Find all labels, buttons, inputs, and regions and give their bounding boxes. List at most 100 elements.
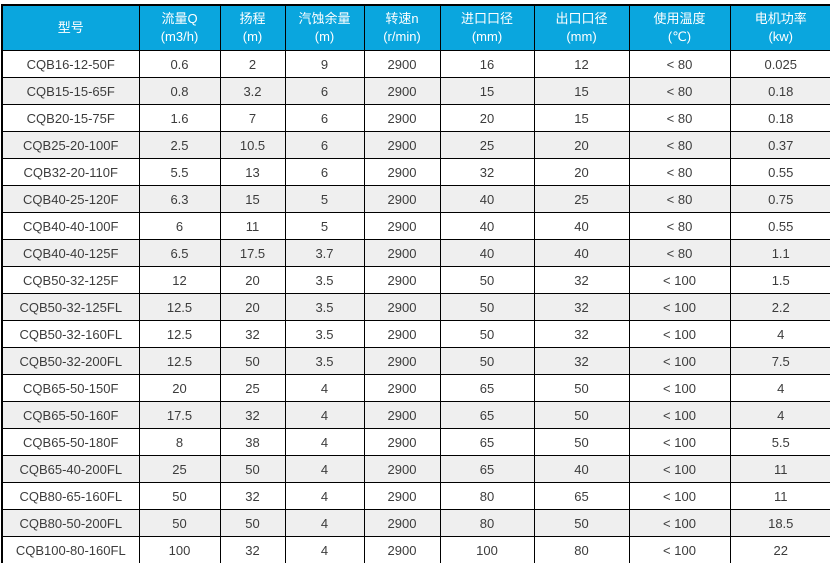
- cell-flow: 50: [138, 482, 221, 510]
- cell-outlet: 32: [533, 347, 630, 375]
- table-row: CQB16-12-50F 0.6 2 9 2900 16 12 < 80 0.025: [1, 50, 830, 78]
- cell-head: 32: [219, 482, 286, 510]
- col-header-npsh: 汽蚀余量 (m): [284, 4, 365, 51]
- cell-head: 20: [219, 293, 286, 321]
- cell-model: CQB25-20-100F: [1, 131, 140, 159]
- cell-outlet: 50: [533, 428, 630, 456]
- cell-head: 11: [219, 212, 286, 240]
- cell-flow: 12.5: [138, 347, 221, 375]
- cell-power: 0.025: [729, 50, 830, 78]
- table-row: CQB65-50-160F 17.5 32 4 2900 65 50 < 100 4: [1, 401, 830, 429]
- cell-flow: 6: [138, 212, 221, 240]
- cell-head: 2: [219, 50, 286, 78]
- cell-speed: 2900: [363, 293, 441, 321]
- cell-npsh: 9: [284, 50, 365, 78]
- cell-flow: 8: [138, 428, 221, 456]
- cell-npsh: 4: [284, 401, 365, 429]
- cell-head: 17.5: [219, 239, 286, 267]
- cell-power: 0.18: [729, 104, 830, 132]
- cell-inlet: 65: [439, 374, 535, 402]
- header-row: 型号 流量Q (m3/h) 扬程 (m) 汽蚀余量 (m) 转速n (r/min) 进口口径 (mm…: [1, 4, 830, 51]
- cell-flow: 6.5: [138, 239, 221, 267]
- col-header-power: 电机功率 (kw): [729, 4, 830, 51]
- cell-flow: 50: [138, 509, 221, 537]
- cell-temp: < 80: [628, 77, 731, 105]
- col-header-speed: 转速n (r/min): [363, 4, 441, 51]
- cell-head: 3.2: [219, 77, 286, 105]
- cell-npsh: 3.5: [284, 320, 365, 348]
- cell-flow: 12.5: [138, 320, 221, 348]
- cell-power: 4: [729, 401, 830, 429]
- pump-spec-table: 型号 流量Q (m3/h) 扬程 (m) 汽蚀余量 (m) 转速n (r/min) 进口口径 (mm…: [1, 4, 830, 563]
- table-row: CQB50-32-125F 12 20 3.5 2900 50 32 < 100 1.5: [1, 266, 830, 294]
- table-row: CQB50-32-160FL 12.5 32 3.5 2900 50 32 < 100 4: [1, 320, 830, 348]
- cell-npsh: 3.5: [284, 266, 365, 294]
- cell-inlet: 15: [439, 77, 535, 105]
- col-header-unit: (mm): [471, 29, 503, 44]
- cell-npsh: 4: [284, 482, 365, 510]
- cell-npsh: 4: [284, 428, 365, 456]
- cell-flow: 5.5: [138, 158, 221, 186]
- cell-npsh: 6: [284, 77, 365, 105]
- cell-temp: < 80: [628, 212, 731, 240]
- cell-speed: 2900: [363, 50, 441, 78]
- cell-inlet: 65: [439, 401, 535, 429]
- col-header-title: 扬程: [239, 10, 266, 26]
- cell-speed: 2900: [363, 104, 441, 132]
- col-header-inlet: 进口口径 (mm): [439, 4, 535, 51]
- table-row: CQB15-15-65F 0.8 3.2 6 2900 15 15 < 80 0.18: [1, 77, 830, 105]
- cell-power: 2.2: [729, 293, 830, 321]
- col-header-unit: (℃): [667, 29, 692, 44]
- cell-inlet: 20: [439, 104, 535, 132]
- cell-head: 7: [219, 104, 286, 132]
- cell-head: 15: [219, 185, 286, 213]
- cell-speed: 2900: [363, 239, 441, 267]
- cell-head: 38: [219, 428, 286, 456]
- cell-npsh: 6: [284, 104, 365, 132]
- col-header-title: 转速n: [385, 10, 419, 26]
- cell-power: 7.5: [729, 347, 830, 375]
- cell-npsh: 6: [284, 158, 365, 186]
- cell-outlet: 25: [533, 185, 630, 213]
- table-row: CQB40-40-125F 6.5 17.5 3.7 2900 40 40 < 80 1.1: [1, 239, 830, 267]
- cell-speed: 2900: [363, 374, 441, 402]
- cell-head: 50: [219, 509, 286, 537]
- cell-flow: 25: [138, 455, 221, 483]
- cell-model: CQB32-20-110F: [1, 158, 140, 186]
- cell-power: 11: [729, 482, 830, 510]
- cell-inlet: 25: [439, 131, 535, 159]
- cell-model: CQB16-12-50F: [1, 50, 140, 78]
- cell-flow: 20: [138, 374, 221, 402]
- table-row: CQB32-20-110F 5.5 13 6 2900 32 20 < 80 0.55: [1, 158, 830, 186]
- cell-npsh: 3.5: [284, 293, 365, 321]
- cell-power: 4: [729, 374, 830, 402]
- table-row: CQB100-80-160FL 100 32 4 2900 100 80 < 100 22: [1, 536, 830, 563]
- col-header-outlet: 出口口径 (mm): [533, 4, 630, 51]
- cell-temp: < 80: [628, 104, 731, 132]
- cell-flow: 2.5: [138, 131, 221, 159]
- cell-outlet: 80: [533, 536, 630, 563]
- cell-flow: 12.5: [138, 293, 221, 321]
- cell-temp: < 100: [628, 293, 731, 321]
- table-row: CQB65-50-150F 20 25 4 2900 65 50 < 100 4: [1, 374, 830, 402]
- cell-temp: < 100: [628, 401, 731, 429]
- cell-npsh: 4: [284, 536, 365, 563]
- cell-head: 20: [219, 266, 286, 294]
- cell-head: 32: [219, 320, 286, 348]
- col-header-unit: (m): [242, 29, 263, 44]
- table-row: CQB40-40-100F 6 11 5 2900 40 40 < 80 0.55: [1, 212, 830, 240]
- cell-inlet: 50: [439, 293, 535, 321]
- table-row: CQB40-25-120F 6.3 15 5 2900 40 25 < 80 0.75: [1, 185, 830, 213]
- cell-outlet: 40: [533, 239, 630, 267]
- cell-model: CQB15-15-65F: [1, 77, 140, 105]
- cell-model: CQB65-50-150F: [1, 374, 140, 402]
- table-row: CQB20-15-75F 1.6 7 6 2900 20 15 < 80 0.18: [1, 104, 830, 132]
- cell-flow: 12: [138, 266, 221, 294]
- cell-inlet: 80: [439, 482, 535, 510]
- table-header: 型号 流量Q (m3/h) 扬程 (m) 汽蚀余量 (m) 转速n (r/min) 进口口径 (mm…: [1, 4, 830, 51]
- cell-power: 18.5: [729, 509, 830, 537]
- cell-power: 11: [729, 455, 830, 483]
- cell-temp: < 80: [628, 158, 731, 186]
- cell-speed: 2900: [363, 482, 441, 510]
